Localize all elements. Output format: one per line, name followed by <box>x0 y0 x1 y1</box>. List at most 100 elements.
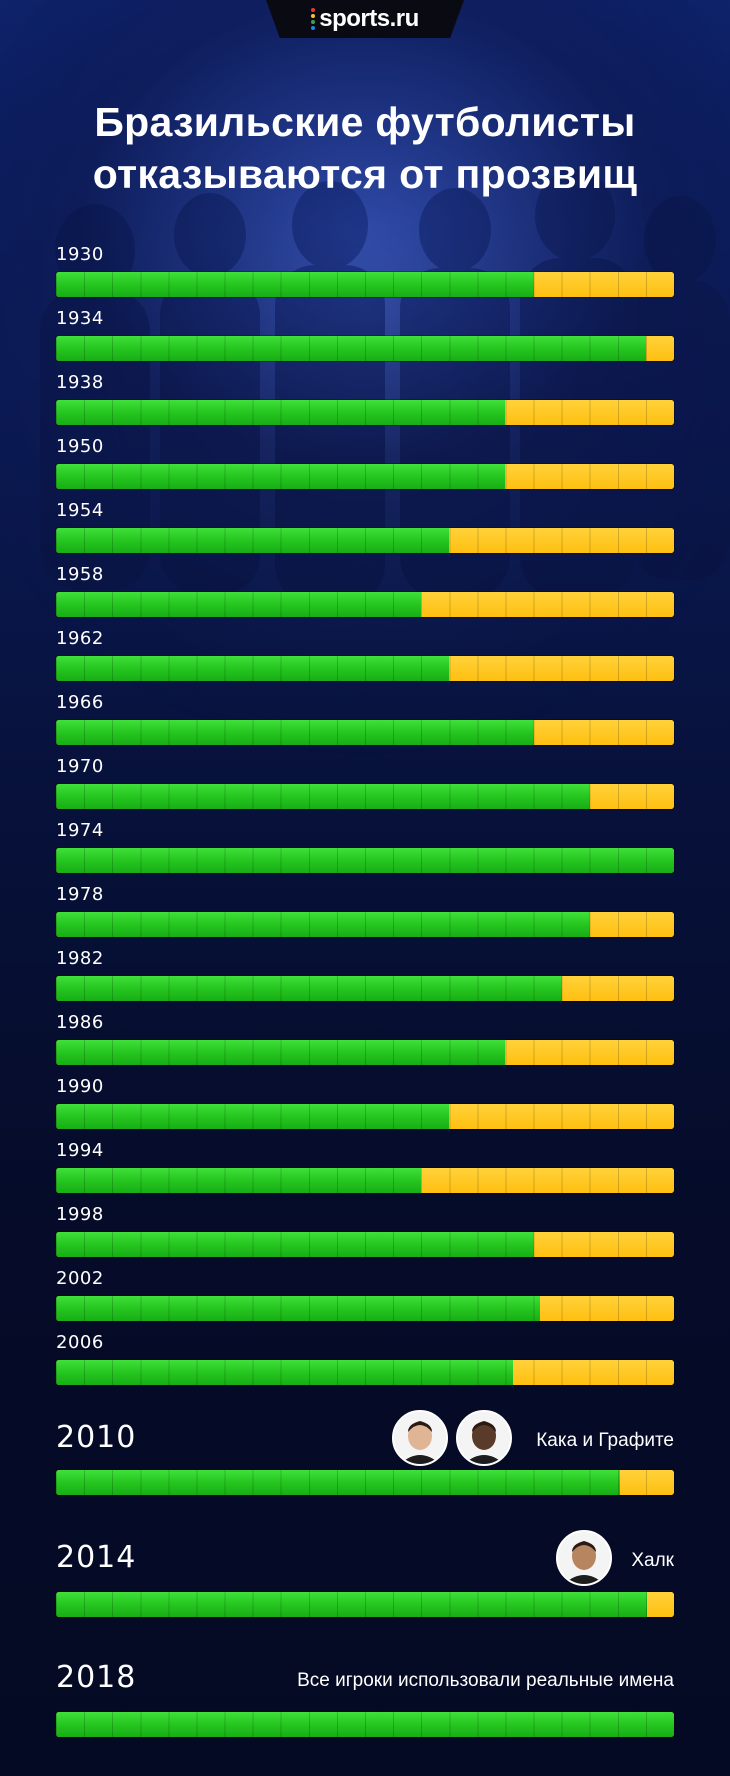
bar-segment-yellow-1966 <box>533 720 674 745</box>
bar-cell-grid <box>56 1360 674 1385</box>
bar-cell-grid <box>56 464 674 489</box>
hulk-avatar <box>556 1530 612 1586</box>
bar-segment-yellow-1938 <box>505 400 674 425</box>
bar-segment-yellow-1998 <box>533 1232 674 1257</box>
bar-segment-green-1930 <box>56 272 534 297</box>
bar-segment-yellow-1958 <box>421 592 674 617</box>
bar-cell-grid <box>56 1168 674 1193</box>
bar-segment-yellow-2006 <box>512 1360 674 1385</box>
bar-segment-green-2018 <box>56 1712 674 1737</box>
tick-label-1990: 1990 <box>56 1076 104 1097</box>
bar-1994 <box>56 1168 674 1193</box>
tick-label-2002: 2002 <box>56 1268 104 1289</box>
bar-segment-green-2006 <box>56 1360 513 1385</box>
bar-segment-yellow-2002 <box>539 1296 674 1321</box>
bar-cell-grid <box>56 1296 674 1321</box>
bar-segment-green-1954 <box>56 528 450 553</box>
bar-segment-yellow-1954 <box>449 528 674 553</box>
bar-cell-grid <box>56 1232 674 1257</box>
title-line-2: отказываются от прозвищ <box>92 151 638 197</box>
tick-label-1962: 1962 <box>56 628 104 649</box>
bar-segment-green-1998 <box>56 1232 534 1257</box>
bar-segment-yellow-2014 <box>647 1592 674 1617</box>
tick-label-1970: 1970 <box>56 756 104 777</box>
tick-label-1930: 1930 <box>56 244 104 265</box>
bar-2014 <box>56 1592 674 1617</box>
bar-segment-green-1950 <box>56 464 506 489</box>
tick-label-1958: 1958 <box>56 564 104 585</box>
tick-label-2006: 2006 <box>56 1332 104 1353</box>
bar-segment-green-1982 <box>56 976 562 1001</box>
bar-cell-grid <box>56 1040 674 1065</box>
bar-segment-green-2002 <box>56 1296 540 1321</box>
tick-label-1994: 1994 <box>56 1140 104 1161</box>
annotation-2018: Все игроки использовали реальные имена <box>297 1670 674 1691</box>
bar-1954 <box>56 528 674 553</box>
bar-1990 <box>56 1104 674 1129</box>
bar-1974 <box>56 848 674 873</box>
tick-label-1934: 1934 <box>56 308 104 329</box>
bar-segment-green-1990 <box>56 1104 450 1129</box>
bar-cell-grid <box>56 656 674 681</box>
bar-cell-grid <box>56 336 674 361</box>
bar-1934 <box>56 336 674 361</box>
bar-segment-green-1958 <box>56 592 422 617</box>
bar-segment-yellow-1970 <box>589 784 674 809</box>
tick-label-1954: 1954 <box>56 500 104 521</box>
bar-1982 <box>56 976 674 1001</box>
kaka-avatar <box>392 1410 448 1466</box>
logo-dots-icon <box>311 8 316 30</box>
bar-segment-yellow-1930 <box>533 272 674 297</box>
sports-ru-logo[interactable]: sports.ru <box>266 0 464 38</box>
bar-2002 <box>56 1296 674 1321</box>
chart-title: Бразильские футболисты отказываются от п… <box>0 96 730 200</box>
tick-label-1966: 1966 <box>56 692 104 713</box>
bar-segment-green-1962 <box>56 656 450 681</box>
bar-1970 <box>56 784 674 809</box>
bar-1978 <box>56 912 674 937</box>
bar-2006 <box>56 1360 674 1385</box>
tick-label-2010: 2010 <box>56 1420 137 1455</box>
bar-segment-green-2014 <box>56 1592 648 1617</box>
bar-segment-green-1966 <box>56 720 534 745</box>
bar-segment-green-1970 <box>56 784 590 809</box>
bar-segment-yellow-1950 <box>505 464 674 489</box>
bar-1930 <box>56 272 674 297</box>
bar-segment-green-2010 <box>56 1470 621 1495</box>
bar-segment-yellow-1934 <box>646 336 674 361</box>
bar-cell-grid <box>56 1470 674 1495</box>
bar-segment-green-1938 <box>56 400 506 425</box>
bar-cell-grid <box>56 912 674 937</box>
bar-cell-grid <box>56 1712 674 1737</box>
bar-segment-yellow-1962 <box>449 656 674 681</box>
bar-segment-yellow-1990 <box>449 1104 674 1129</box>
bar-1950 <box>56 464 674 489</box>
annotation-2010: Кака и Графите <box>536 1430 674 1451</box>
annotation-2014: Халк <box>631 1550 674 1571</box>
bar-1958 <box>56 592 674 617</box>
bar-cell-grid <box>56 1592 674 1617</box>
tick-label-2014: 2014 <box>56 1540 137 1575</box>
tick-label-1982: 1982 <box>56 948 104 969</box>
bar-cell-grid <box>56 784 674 809</box>
grafite-avatar <box>456 1410 512 1466</box>
bar-segment-yellow-1994 <box>421 1168 674 1193</box>
bar-1962 <box>56 656 674 681</box>
bar-segment-green-1978 <box>56 912 590 937</box>
bar-cell-grid <box>56 528 674 553</box>
tick-label-1998: 1998 <box>56 1204 104 1225</box>
bar-cell-grid <box>56 976 674 1001</box>
bar-segment-yellow-1982 <box>561 976 674 1001</box>
bar-segment-green-1994 <box>56 1168 422 1193</box>
bar-cell-grid <box>56 592 674 617</box>
tick-label-1938: 1938 <box>56 372 104 393</box>
bar-segment-green-1934 <box>56 336 647 361</box>
bar-cell-grid <box>56 848 674 873</box>
bar-cell-grid <box>56 272 674 297</box>
bar-1986 <box>56 1040 674 1065</box>
tick-label-1986: 1986 <box>56 1012 104 1033</box>
bar-segment-yellow-1978 <box>589 912 674 937</box>
bar-2010 <box>56 1470 674 1495</box>
